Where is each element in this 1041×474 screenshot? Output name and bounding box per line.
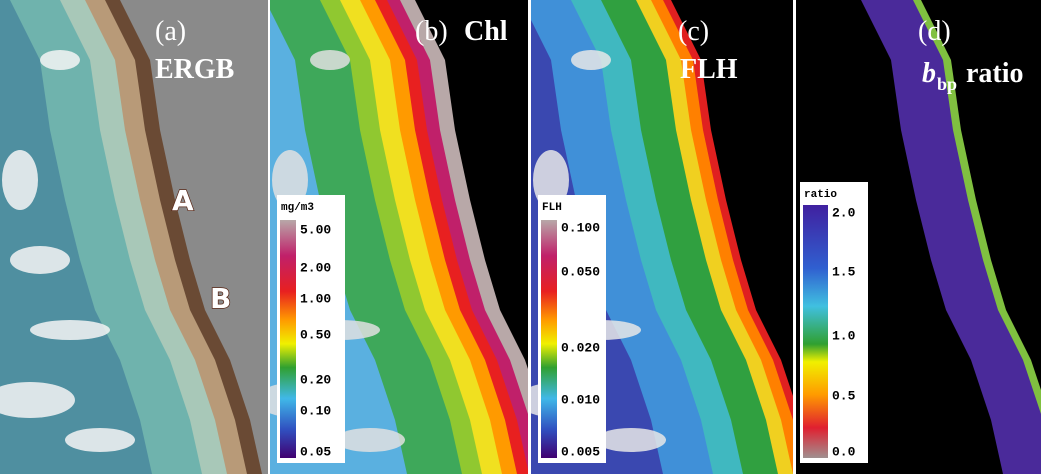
divider [268,0,270,474]
colorbar-tick: 0.050 [561,264,600,279]
panel-label: (d) [918,16,951,47]
colorbar-tick: 1.0 [832,328,856,343]
divider [528,0,531,474]
cloud [310,50,350,70]
colorbar-tick: 0.0 [832,444,856,459]
colorbar-unit: FLH [542,202,562,214]
colorbar-unit: mg/m3 [281,202,314,214]
colorbar-unit: ratio [804,189,837,201]
colorbar-tick: 0.50 [300,327,331,342]
colorbar-tick: 5.00 [300,222,331,237]
colorbar-tick: 0.005 [561,444,600,459]
colorbar-tick: 0.05 [300,444,331,459]
colorbar-tick: 1.00 [300,291,331,306]
colorbar-tick: 0.10 [300,403,331,418]
colorbar-tick: 0.5 [832,388,856,403]
title-subscript: bp [937,74,957,94]
panel-title: Chl [464,16,508,47]
cloud [65,428,135,452]
colorbar-tick: 2.0 [832,205,856,220]
colorbar-tick: 0.20 [300,372,331,387]
colorbar-tick: 0.100 [561,220,600,235]
colorbar-ramp [803,205,828,458]
colorbar: mg/m3 5.00 2.00 1.00 0.50 0.20 0.10 0.05 [277,195,345,463]
cloud [571,50,611,70]
colorbar: ratio 2.0 1.5 1.0 0.5 0.0 [800,182,868,463]
cloud [596,428,666,452]
divider [793,0,796,474]
panel-label: (c) [678,16,709,47]
panel-title: ERGB [155,54,234,85]
cloud [2,150,38,210]
colorbar-tick: 0.010 [561,392,600,407]
colorbar-tick: 0.020 [561,340,600,355]
cloud [40,50,80,70]
panel-title: FLH [680,54,738,85]
title-symbol: b [922,58,936,89]
panel-label: (a) [155,16,186,47]
annotation: B [210,282,231,315]
annotation: A [172,184,194,217]
colorbar: FLH 0.100 0.050 0.020 0.010 0.005 [538,195,606,463]
colorbar-tick: 2.00 [300,260,331,275]
cloud [10,246,70,274]
panel-label: (b) [415,16,448,47]
colorbar-tick: 1.5 [832,264,856,279]
cloud [30,320,110,340]
colorbar-ramp [280,220,296,458]
figure: (a) ERGB A B (b) Chl (c) FLH (d) b bp ra… [0,0,1041,474]
panel-title: ratio [966,58,1024,89]
cloud [335,428,405,452]
colorbar-ramp [541,220,557,458]
